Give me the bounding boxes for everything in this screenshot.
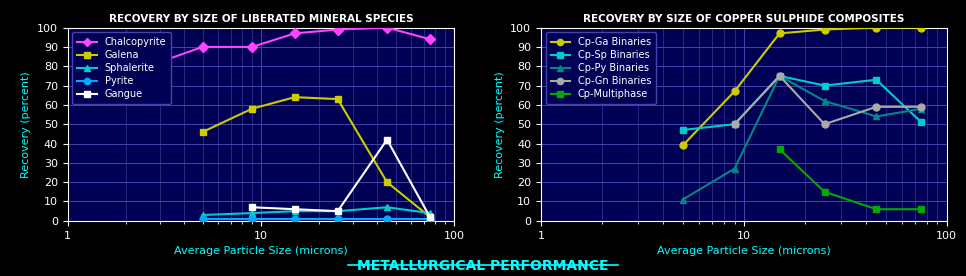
Sphalerite [332,209,344,213]
Chalcopyrite [332,28,344,31]
Cp-Gn Binaries [774,74,785,78]
Cp-Ga Binaries [819,28,831,31]
Galena [382,181,393,184]
Galena [332,97,344,101]
Cp-Ga Binaries [870,26,882,29]
Legend: Chalcopyrite, Galena, Sphalerite, Pyrite, Gangue: Chalcopyrite, Galena, Sphalerite, Pyrite… [72,33,171,104]
Chalcopyrite [120,72,131,76]
Legend: Cp-Ga Binaries, Cp-Sp Binaries, Cp-Py Binaries, Cp-Gn Binaries, Cp-Multiphase: Cp-Ga Binaries, Cp-Sp Binaries, Cp-Py Bi… [546,33,656,104]
Cp-Ga Binaries [916,26,927,29]
Gangue [246,206,258,209]
Pyrite [382,217,393,221]
Galena [197,130,209,134]
Cp-Multiphase [916,208,927,211]
Chalcopyrite [246,45,258,49]
Chalcopyrite [382,26,393,29]
Cp-Sp Binaries [728,123,740,126]
Cp-Multiphase [774,148,785,151]
Line: Cp-Sp Binaries: Cp-Sp Binaries [679,72,924,134]
Sphalerite [197,213,209,217]
Cp-Py Binaries [774,74,785,78]
Galena [246,107,258,110]
Cp-Py Binaries [916,107,927,110]
Gangue [424,215,436,219]
Pyrite [197,217,209,221]
Gangue [382,138,393,141]
Cp-Gn Binaries [819,123,831,126]
Y-axis label: Recovery (percent): Recovery (percent) [495,71,504,177]
Cp-Gn Binaries [870,105,882,108]
Cp-Sp Binaries [870,78,882,81]
Cp-Py Binaries [819,99,831,103]
Pyrite [246,217,258,221]
Cp-Sp Binaries [819,84,831,87]
Line: Cp-Py Binaries: Cp-Py Binaries [679,72,924,203]
Sphalerite [246,211,258,215]
Cp-Multiphase [819,190,831,193]
Sphalerite [424,211,436,215]
X-axis label: Average Particle Size (microns): Average Particle Size (microns) [174,246,348,256]
Line: Cp-Ga Binaries: Cp-Ga Binaries [679,24,924,149]
Line: Chalcopyrite: Chalcopyrite [123,24,434,78]
Cp-Sp Binaries [677,128,689,132]
Cp-Py Binaries [728,167,740,170]
Cp-Py Binaries [677,198,689,201]
Line: Pyrite: Pyrite [199,215,434,222]
Cp-Sp Binaries [774,74,785,78]
Text: METALLURGICAL PERFORMANCE: METALLURGICAL PERFORMANCE [357,259,609,273]
Sphalerite [382,206,393,209]
Galena [424,215,436,219]
Cp-Py Binaries [870,115,882,118]
Gangue [289,208,300,211]
Pyrite [332,217,344,221]
Cp-Gn Binaries [728,123,740,126]
X-axis label: Average Particle Size (microns): Average Particle Size (microns) [657,246,831,256]
Y-axis label: Recovery (percent): Recovery (percent) [21,71,31,177]
Pyrite [289,217,300,221]
Galena [289,95,300,99]
Cp-Sp Binaries [916,121,927,124]
Pyrite [424,217,436,221]
Title: RECOVERY BY SIZE OF LIBERATED MINERAL SPECIES: RECOVERY BY SIZE OF LIBERATED MINERAL SP… [108,14,413,24]
Chalcopyrite [289,32,300,35]
Chalcopyrite [197,45,209,49]
Chalcopyrite [424,38,436,41]
Cp-Ga Binaries [677,144,689,147]
Cp-Gn Binaries [916,105,927,108]
Cp-Ga Binaries [728,90,740,93]
Line: Sphalerite: Sphalerite [199,204,434,219]
Gangue [332,209,344,213]
Line: Cp-Gn Binaries: Cp-Gn Binaries [731,72,924,128]
Line: Galena: Galena [199,94,434,221]
Sphalerite [289,209,300,213]
Line: Gangue: Gangue [248,136,434,221]
Cp-Ga Binaries [774,32,785,35]
Cp-Multiphase [870,208,882,211]
Title: RECOVERY BY SIZE OF COPPER SULPHIDE COMPOSITES: RECOVERY BY SIZE OF COPPER SULPHIDE COMP… [583,14,904,24]
Line: Cp-Multiphase: Cp-Multiphase [776,146,924,213]
